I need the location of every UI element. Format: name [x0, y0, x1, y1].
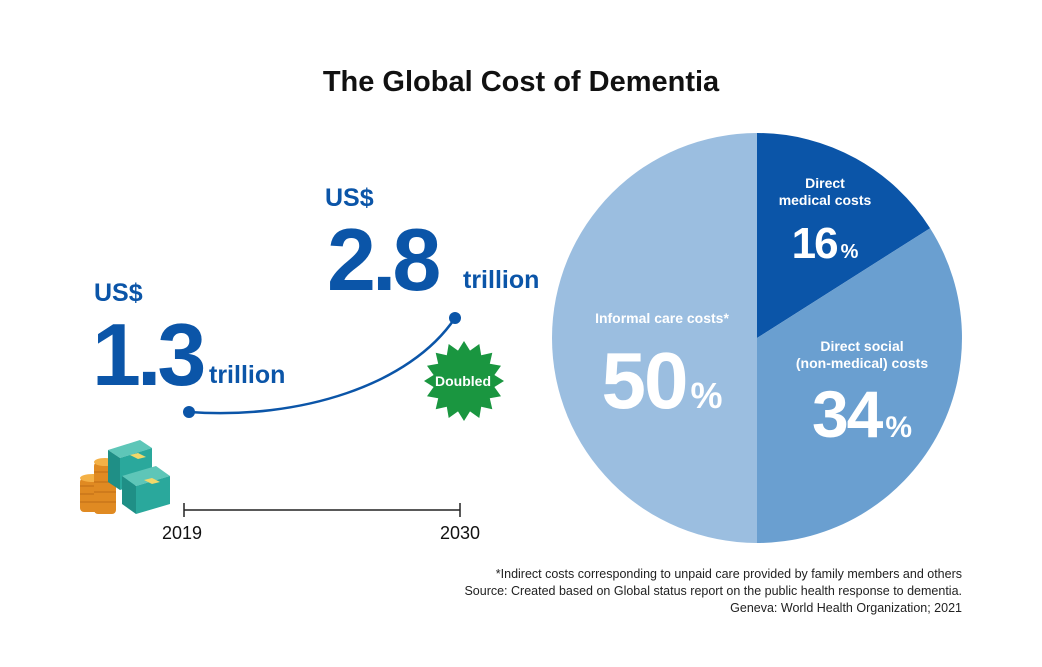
point-2030: [449, 312, 461, 324]
bill-stack-icon: [108, 440, 170, 514]
badge-starburst-icon: [424, 341, 504, 421]
start-unit: trillion: [209, 361, 285, 389]
footnote: *Indirect costs corresponding to unpaid …: [464, 566, 962, 617]
pie-value-direct-social: 34%: [812, 377, 912, 451]
pie-label-direct-medical-line-1: Direct: [805, 175, 845, 191]
year-2019-label: 2019: [162, 523, 202, 543]
footnote-line-3: Geneva: World Health Organization; 2021: [730, 601, 962, 615]
end-currency: US$: [325, 184, 374, 212]
pie-slice-informal-care: [552, 133, 757, 543]
pie-slice-direct-medical: [757, 133, 931, 338]
pie-slice-direct-social: [757, 228, 962, 543]
year-2030-label: 2030: [440, 523, 480, 543]
chart-title: The Global Cost of Dementia: [322, 66, 720, 98]
end-amount: 2.8: [327, 210, 439, 309]
start-amount: 1.3: [92, 305, 203, 404]
pie-label-informal-care-line-1: Informal care costs*: [595, 310, 729, 326]
pie-label-direct-social-line-1: Direct social: [820, 338, 903, 354]
badge-label: Doubled: [435, 373, 491, 389]
pie-label-direct-medical-line-2: medical costs: [779, 192, 872, 208]
pie-label-direct-social-line-2: (non-medical) costs: [796, 355, 928, 371]
pie-value-informal-care: 50%: [602, 336, 723, 425]
start-currency: US$: [94, 279, 143, 307]
money-stack-icon: [80, 440, 170, 514]
timeline-axis: [183, 503, 461, 517]
footnote-line-2: Source: Created based on Global status r…: [464, 584, 962, 598]
pie-value-direct-medical: 16%: [792, 219, 859, 268]
point-2019: [183, 406, 195, 418]
doubled-badge: Doubled: [424, 341, 504, 421]
growth-curve: [188, 317, 457, 415]
end-unit: trillion: [463, 266, 539, 294]
footnote-line-1: *Indirect costs corresponding to unpaid …: [495, 567, 962, 581]
